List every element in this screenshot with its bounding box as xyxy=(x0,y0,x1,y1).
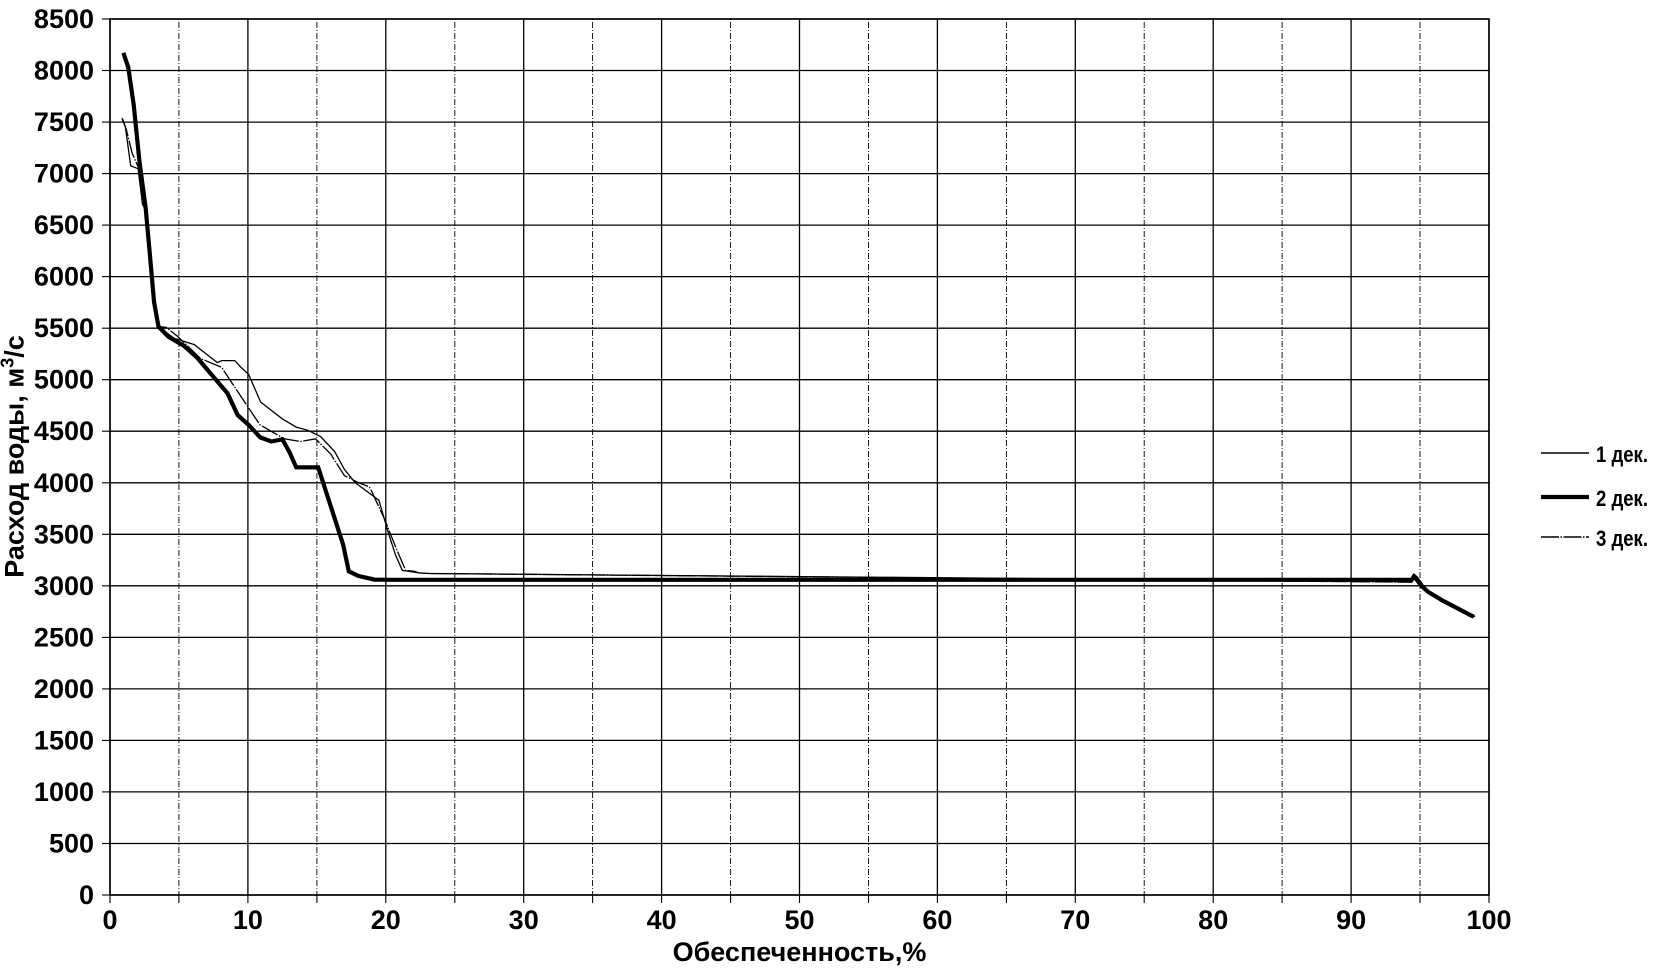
svg-text:6500: 6500 xyxy=(34,210,94,240)
svg-text:80: 80 xyxy=(1198,905,1228,935)
svg-text:90: 90 xyxy=(1336,905,1366,935)
svg-text:1500: 1500 xyxy=(34,725,94,755)
svg-text:7000: 7000 xyxy=(34,159,94,189)
svg-text:70: 70 xyxy=(1060,905,1090,935)
svg-text:60: 60 xyxy=(922,905,952,935)
svg-text:5500: 5500 xyxy=(34,313,94,343)
svg-text:3000: 3000 xyxy=(34,571,94,601)
svg-text:10: 10 xyxy=(233,905,263,935)
svg-text:3 дек.: 3 дек. xyxy=(1596,526,1648,551)
svg-text:6000: 6000 xyxy=(34,262,94,292)
svg-text:500: 500 xyxy=(49,829,94,859)
svg-text:0: 0 xyxy=(102,905,117,935)
svg-text:50: 50 xyxy=(784,905,814,935)
svg-text:100: 100 xyxy=(1466,905,1511,935)
svg-text:40: 40 xyxy=(647,905,677,935)
svg-text:8000: 8000 xyxy=(34,56,94,86)
svg-text:2500: 2500 xyxy=(34,622,94,652)
svg-text:7500: 7500 xyxy=(34,107,94,137)
svg-text:20: 20 xyxy=(371,905,401,935)
svg-text:30: 30 xyxy=(509,905,539,935)
svg-text:0: 0 xyxy=(79,880,94,910)
svg-text:4000: 4000 xyxy=(34,468,94,498)
svg-text:2000: 2000 xyxy=(34,674,94,704)
svg-text:4500: 4500 xyxy=(34,416,94,446)
svg-text:8500: 8500 xyxy=(34,4,94,34)
svg-text:2 дек.: 2 дек. xyxy=(1596,486,1648,511)
svg-text:3500: 3500 xyxy=(34,519,94,549)
svg-text:1 дек.: 1 дек. xyxy=(1596,442,1648,467)
svg-text:5000: 5000 xyxy=(34,365,94,395)
svg-text:1000: 1000 xyxy=(34,777,94,807)
